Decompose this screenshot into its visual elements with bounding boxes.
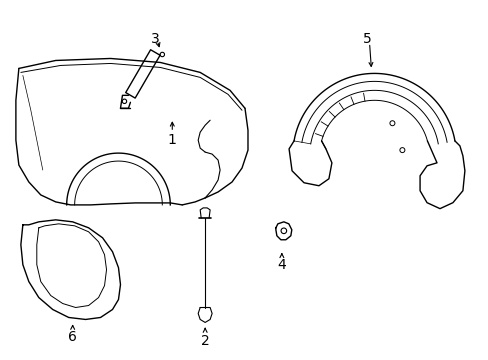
Text: 1: 1 — [167, 133, 176, 147]
Text: 4: 4 — [277, 258, 285, 272]
Text: 2: 2 — [201, 334, 209, 348]
Text: 3: 3 — [151, 32, 160, 46]
Text: 6: 6 — [68, 330, 77, 345]
Text: 5: 5 — [363, 32, 371, 46]
